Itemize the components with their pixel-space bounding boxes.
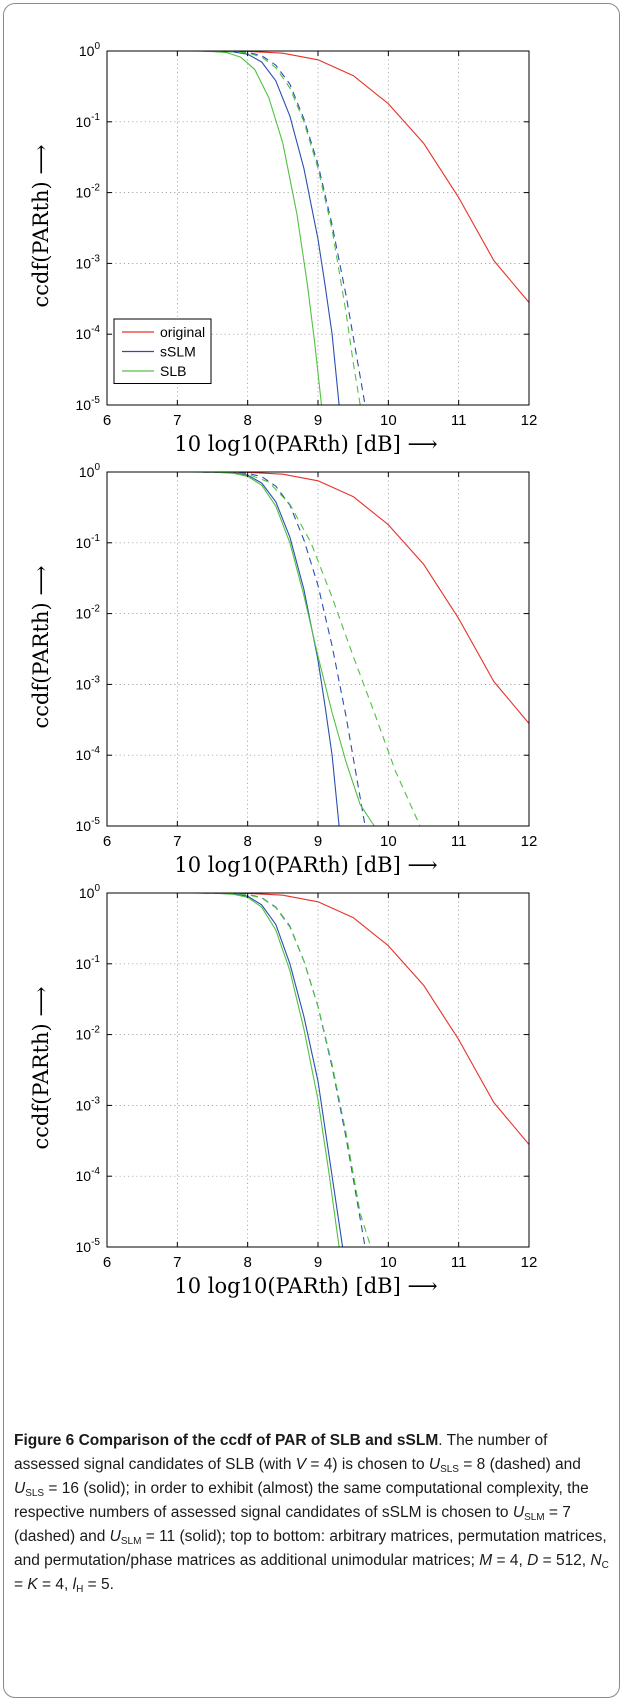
legend-label: original	[160, 324, 205, 340]
legend-label: sSLM	[160, 344, 196, 360]
y-tick-label: 10-2	[76, 1025, 101, 1043]
caption-var: M	[479, 1552, 493, 1569]
y-tick-label: 100	[79, 462, 101, 480]
chart-3: 6 7 8 9 10 11 12 100 10-1 10-2 10-3 10-4 10-5 10 log1…	[29, 883, 537, 1298]
chart-2: 6 7 8 9 10 11 12 100 10-1 10-2 10-3 10-4 10-5 10 log1…	[29, 462, 537, 877]
x-axis-label: 10 log10(PARth) [dB] ⟶	[174, 1274, 437, 1298]
y-tick-label: 10-4	[76, 1166, 101, 1184]
caption-text: = 4,	[37, 1576, 73, 1593]
caption-text: = 5.	[83, 1576, 114, 1593]
caption-var: K	[27, 1576, 38, 1593]
x-tick-label: 6	[103, 833, 111, 850]
y-tick-label: 10-5	[76, 395, 101, 413]
y-tick-label: 100	[79, 41, 101, 59]
caption-var: U	[14, 1480, 26, 1497]
caption-var: U	[109, 1528, 121, 1545]
x-tick-label: 10	[380, 412, 397, 429]
y-tick-label: 10-3	[76, 1095, 101, 1113]
x-axis-label: 10 log10(PARth) [dB] ⟶	[174, 432, 437, 456]
x-tick-label: 7	[173, 833, 181, 850]
x-tick-label: 9	[314, 412, 322, 429]
caption-subscript: H	[76, 1584, 84, 1595]
y-tick-label: 100	[79, 883, 101, 901]
caption-text: = 16 (solid); in order to exhibit (almos…	[14, 1480, 589, 1521]
x-tick-label: 6	[103, 1254, 111, 1271]
x-tick-label: 12	[521, 1254, 538, 1271]
y-tick-label: 10-1	[76, 533, 101, 551]
y-axis-label: ccdf(PARth) ⟶	[29, 986, 53, 1149]
y-tick-label: 10-1	[76, 954, 101, 972]
y-tick-label: 10-2	[76, 604, 101, 622]
y-tick-label: 10-5	[76, 816, 101, 834]
x-tick-label: 6	[103, 412, 111, 429]
figure-charts: 6 7 8 9 10 11 12 100 10-1 10-2 10-3 10-4 10-5 10 log1…	[29, 41, 537, 1298]
chart-1: 6 7 8 9 10 11 12 100 10-1 10-2 10-3 10-4 10-5 10 log1…	[29, 41, 537, 456]
caption-text: = 512,	[538, 1552, 591, 1569]
x-tick-label: 9	[314, 1254, 322, 1271]
caption-var: D	[527, 1552, 539, 1569]
caption-label: Figure 6	[14, 1432, 75, 1449]
y-tick-label: 10-3	[76, 253, 101, 271]
x-tick-label: 10	[380, 833, 397, 850]
x-tick-label: 7	[173, 1254, 181, 1271]
x-tick-label: 8	[243, 412, 251, 429]
y-tick-label: 10-1	[76, 112, 101, 130]
x-tick-label: 8	[243, 1254, 251, 1271]
caption-subscript: SLM	[524, 1512, 545, 1523]
caption-subscript: SLM	[120, 1536, 142, 1547]
y-tick-label: 10-2	[76, 183, 101, 201]
x-tick-label: 12	[521, 833, 538, 850]
x-tick-label: 9	[314, 833, 322, 850]
caption-var: V	[295, 1456, 307, 1473]
caption-text: =	[14, 1576, 28, 1593]
x-tick-label: 11	[451, 833, 467, 850]
caption-var: U	[512, 1504, 525, 1521]
y-tick-label: 10-4	[76, 324, 101, 342]
caption-var: N	[590, 1552, 602, 1569]
x-tick-label: 10	[380, 1254, 397, 1271]
legend-label: SLB	[160, 363, 186, 379]
caption-text: = 4) is chosen to	[306, 1456, 429, 1473]
caption-text: = 7 (dashed) and	[14, 1504, 571, 1545]
caption-title: Comparison of the ccdf of PAR of SLB and…	[78, 1432, 439, 1449]
y-axis-label: ccdf(PARth) ⟶	[29, 144, 53, 307]
caption-subscript: C	[601, 1560, 609, 1571]
caption-text: . The number of assessed signal candidat…	[14, 1432, 548, 1473]
x-tick-label: 11	[451, 1254, 467, 1271]
caption-var: U	[428, 1456, 441, 1473]
x-tick-label: 12	[521, 412, 538, 429]
y-tick-label: 10-3	[76, 674, 101, 692]
caption-text: = 4,	[492, 1552, 528, 1569]
y-tick-label: 10-4	[76, 745, 101, 763]
caption-var: l	[72, 1576, 77, 1593]
x-axis-label: 10 log10(PARth) [dB] ⟶	[174, 853, 437, 877]
x-tick-label: 11	[451, 412, 467, 429]
caption-text: = 8 (dashed) and	[458, 1456, 581, 1473]
caption-text: = 11 (solid); top to bottom: arbitrary m…	[14, 1528, 607, 1569]
caption-subscript: SLS	[440, 1464, 459, 1475]
x-tick-label: 8	[243, 833, 251, 850]
y-tick-label: 10-5	[76, 1237, 101, 1255]
figure-caption: Figure 6 Comparison of the ccdf of PAR o…	[14, 1429, 614, 1597]
caption-subscript: SLS	[25, 1488, 45, 1499]
x-tick-label: 7	[173, 412, 181, 429]
y-axis-label: ccdf(PARth) ⟶	[29, 565, 53, 728]
